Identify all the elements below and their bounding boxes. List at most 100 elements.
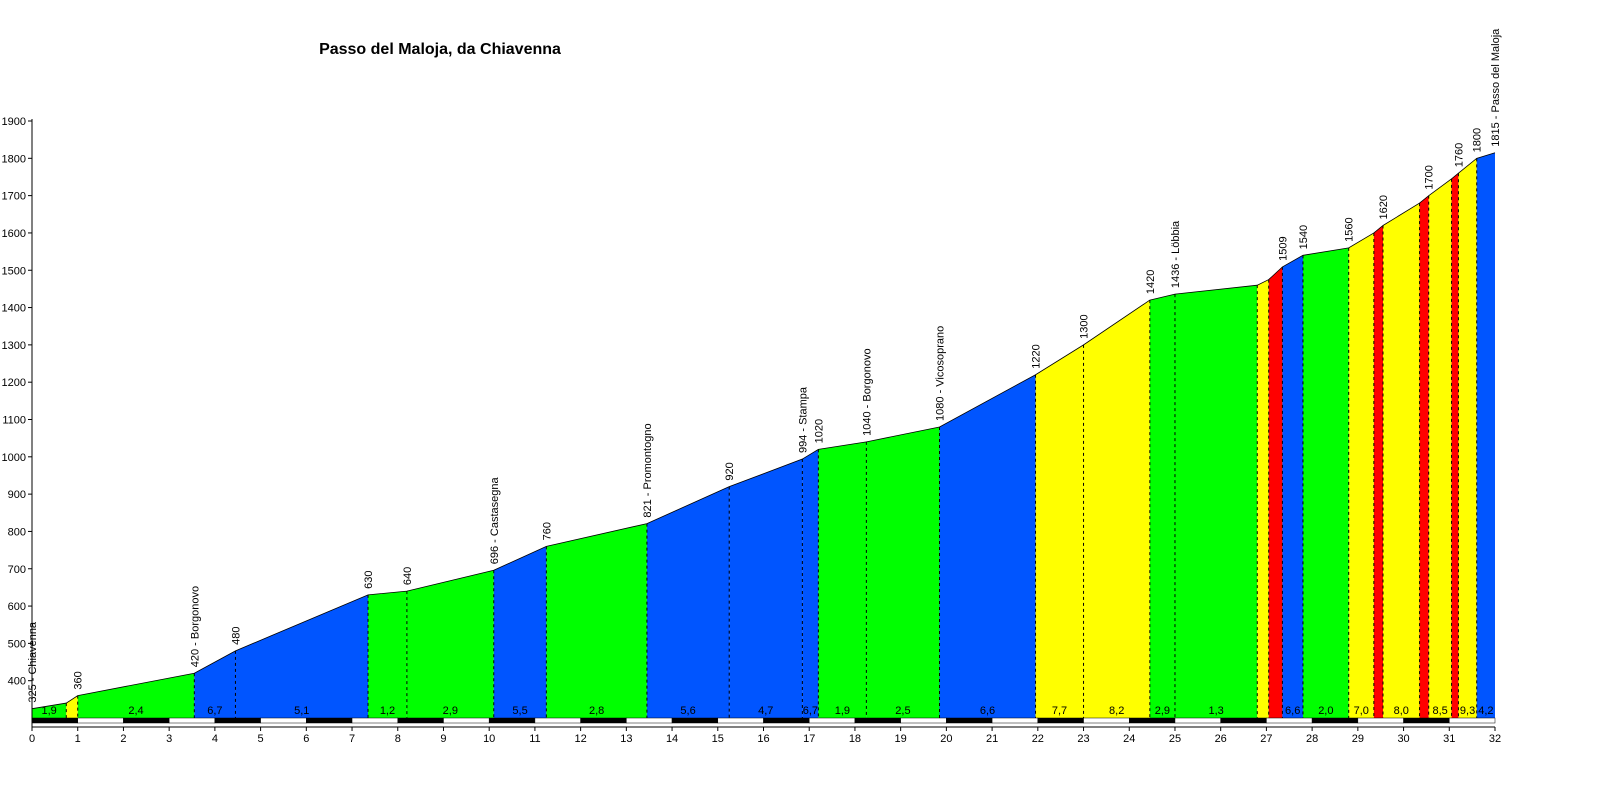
altitude-annotation: 1220 <box>1031 344 1043 368</box>
profile-segment-16 <box>1035 344 1084 718</box>
km-strip-block <box>763 717 810 724</box>
y-tick-label: 800 <box>8 526 26 538</box>
altitude-annotation: 420 - Borgonovo <box>189 586 201 667</box>
x-tick-label: 5 <box>258 733 264 745</box>
profile-segment-21 <box>1268 266 1283 718</box>
x-tick-label: 29 <box>1352 733 1364 745</box>
km-strip-block <box>534 717 581 724</box>
x-tick-label: 32 <box>1489 733 1501 745</box>
x-tick-label: 30 <box>1397 733 1409 745</box>
km-strip-block <box>1083 717 1130 724</box>
gradient-label: 7,0 <box>1354 705 1369 717</box>
profile-segment-5 <box>235 594 369 718</box>
altitude-annotation: 360 <box>73 671 85 689</box>
altitude-annotation: 1420 <box>1145 270 1157 294</box>
altitude-annotation: 1760 <box>1453 143 1465 167</box>
altitude-annotation: 1020 <box>813 419 825 443</box>
y-tick-label: 1100 <box>2 415 26 427</box>
gradient-label: 5,6 <box>680 705 695 717</box>
altitude-annotation: 1436 - Löbbia <box>1170 220 1182 288</box>
km-strip-block <box>808 717 856 724</box>
x-tick-label: 19 <box>895 733 907 745</box>
y-tick-label: 400 <box>8 676 26 688</box>
profile-segment-29 <box>1451 173 1459 719</box>
x-tick-label: 3 <box>166 733 172 745</box>
profile-segment-17 <box>1083 300 1150 718</box>
km-strip-block <box>397 717 444 724</box>
profile-segment-31 <box>1476 152 1495 719</box>
profile-segment-3 <box>77 673 195 718</box>
km-strip-block <box>351 717 398 724</box>
profile-area-group <box>32 152 1495 719</box>
gradient-label: 5,5 <box>512 705 527 717</box>
x-tick-label: 25 <box>1169 733 1181 745</box>
altitude-annotation: 1080 - Vicosoprano <box>935 326 947 421</box>
x-tick-label: 1 <box>75 733 81 745</box>
segment-dividers <box>65 158 1478 718</box>
y-tick-label: 1200 <box>2 377 26 389</box>
altitude-annotation: 1700 <box>1424 165 1436 189</box>
y-tick-label: 900 <box>8 489 26 501</box>
km-strip-block <box>854 717 901 724</box>
profile-segment-4 <box>194 650 236 718</box>
km-strip-block <box>1174 717 1221 724</box>
x-tick-label: 0 <box>29 733 35 745</box>
x-tick-label: 21 <box>986 733 998 745</box>
gradient-label: 2,0 <box>1318 705 1333 717</box>
km-strip-block <box>1266 717 1313 724</box>
axes: 4005006007008009001000110012001300140015… <box>2 116 1502 745</box>
x-tick-label: 26 <box>1215 733 1227 745</box>
gradient-label: 2,5 <box>895 705 910 717</box>
x-tick-label: 7 <box>349 733 355 745</box>
altitude-annotation: 920 <box>724 462 736 480</box>
km-strip-block <box>214 717 261 724</box>
y-tick-label: 700 <box>8 564 26 576</box>
profile-segment-13 <box>818 441 867 718</box>
x-tick-label: 23 <box>1077 733 1089 745</box>
gradient-label: 2,4 <box>128 705 143 717</box>
gradient-label: 9,3 <box>1460 705 1475 717</box>
altitude-annotation: 1620 <box>1378 195 1390 219</box>
profile-segment-1 <box>32 703 67 718</box>
y-tick-label: 1400 <box>2 303 26 315</box>
altitude-annotation: 1040 - Borgonovo <box>861 348 873 435</box>
gradient-label: 1,3 <box>1208 705 1223 717</box>
x-tick-label: 22 <box>1032 733 1044 745</box>
y-tick-label: 1500 <box>2 265 26 277</box>
chart-title: Passo del Maloja, da Chiavenna <box>319 41 561 58</box>
x-tick-label: 20 <box>940 733 952 745</box>
gradient-label: 4,2 <box>1478 705 1493 717</box>
gradient-label: 6,6 <box>980 705 995 717</box>
gradient-label: 8,0 <box>1394 705 1409 717</box>
y-tick-label: 1800 <box>2 153 26 165</box>
profile-segment-23 <box>1302 247 1349 719</box>
altitude-annotation: 994 - Stampa <box>797 386 809 453</box>
gradient-label: 1,9 <box>41 705 56 717</box>
profile-segment-24 <box>1348 232 1374 718</box>
profile-segment-11 <box>729 459 803 718</box>
altitude-annotation: 821 - Promontogno <box>642 423 654 517</box>
altitude-annotations: 325 - Chiavenna 360 420 - Borgonovo 480 630 6… <box>27 28 1502 703</box>
km-strip-block <box>443 717 490 724</box>
x-tick-label: 28 <box>1306 733 1318 745</box>
km-strip-block <box>31 717 78 724</box>
profile-outline <box>31 152 1496 710</box>
km-strip-block <box>717 717 764 724</box>
profile-segment-9 <box>546 523 647 718</box>
profile-segment-26 <box>1382 203 1420 719</box>
altitude-annotation: 325 - Chiavenna <box>27 621 39 703</box>
profile-segment-6 <box>368 591 407 718</box>
profile-segment-2 <box>66 695 78 718</box>
x-tick-label: 10 <box>483 733 495 745</box>
km-strip-block <box>1129 717 1176 724</box>
gradient-label: 1,9 <box>835 705 850 717</box>
profile-segment-20 <box>1257 279 1269 718</box>
gradient-label: 6,6 <box>1285 705 1300 717</box>
x-tick-label: 13 <box>620 733 632 745</box>
km-strip-block <box>123 717 170 724</box>
gradient-labels: 1,9 2,4 6,7 5,1 1,2 2,9 5,5 2,8 5,6 4,7 6,7 1,9 2,5 6… <box>41 705 1493 717</box>
gradient-label: 1,2 <box>380 705 395 717</box>
km-strip-block <box>900 717 947 724</box>
gradient-label: 7,7 <box>1052 705 1067 717</box>
profile-segment-19 <box>1174 285 1258 718</box>
